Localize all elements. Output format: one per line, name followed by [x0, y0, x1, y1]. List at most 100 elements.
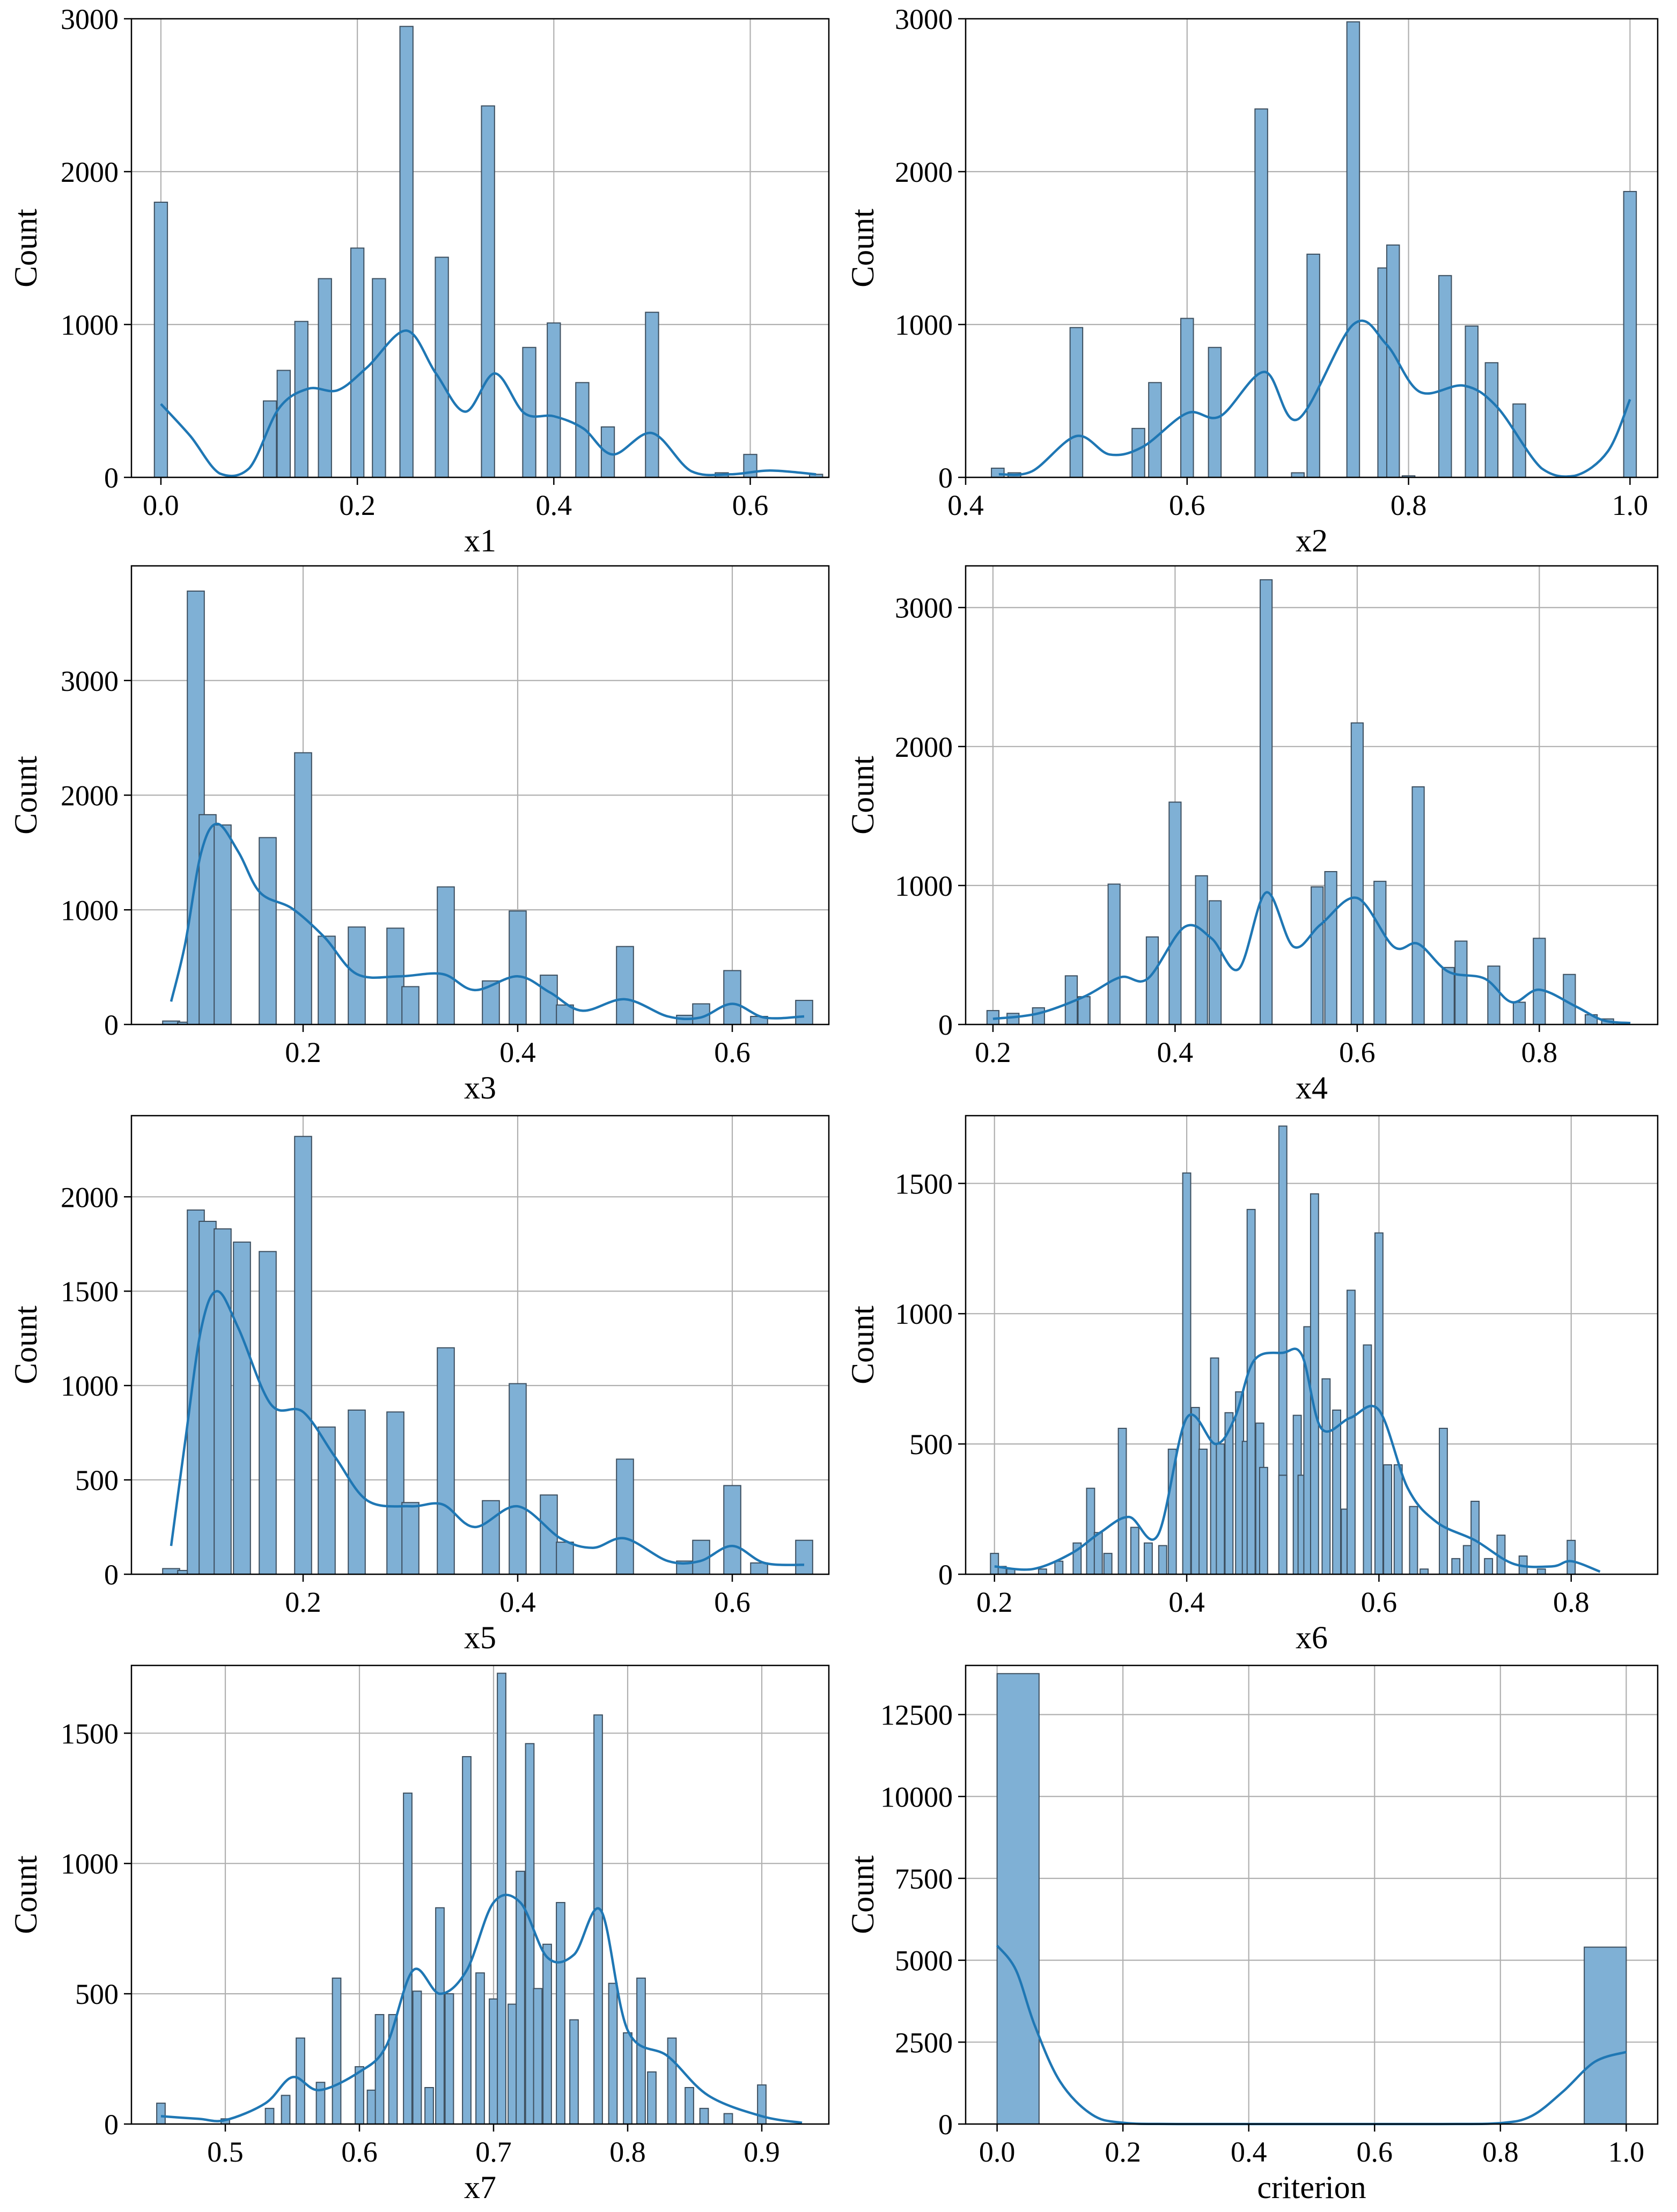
x-tick-label: 0.2	[285, 1036, 321, 1068]
histogram-bar	[723, 1485, 741, 1575]
y-tick-label: 3000	[61, 665, 119, 697]
histogram-bar	[481, 105, 495, 478]
histogram-bar	[608, 1982, 618, 2125]
histogram-bar	[401, 986, 420, 1026]
subplot-x7: 0.5 0.6 0.7 0.8 0.9 0 500 1000 1500 x7 Count	[8, 1664, 830, 2205]
y-tick-label: 0	[938, 1009, 953, 1041]
histogram-bar	[667, 2037, 677, 2125]
x-tick-label: 0.0	[979, 2136, 1016, 2168]
histogram-bar	[1148, 382, 1162, 478]
histogram-bar	[162, 1568, 180, 1575]
y-tick-label: 2000	[61, 1181, 119, 1213]
histogram-bar	[1310, 1193, 1319, 1575]
x-tick-label: 0.8	[1521, 1036, 1558, 1068]
histogram-bar	[281, 2095, 291, 2125]
x-axis-label: x5	[464, 1620, 496, 1655]
histogram-bar	[1350, 722, 1364, 1025]
histogram-bar	[1451, 1558, 1461, 1575]
x-tick-label: 0.6	[1357, 2136, 1393, 2168]
histogram-bar	[294, 1136, 312, 1575]
histogram-bar	[386, 1411, 404, 1575]
histogram-bars	[986, 579, 1614, 1026]
histogram-bar	[1093, 1532, 1103, 1575]
histogram-bar	[1291, 472, 1305, 478]
histogram-bar	[1332, 1409, 1342, 1575]
histogram-bar	[259, 1251, 277, 1575]
x-axis-label: x1	[464, 523, 496, 558]
axes-frame	[130, 1115, 830, 1575]
histogram-bar	[435, 256, 449, 478]
histogram-bars	[156, 1672, 767, 2125]
histogram-bar	[645, 312, 659, 478]
histogram-bar	[1347, 1289, 1356, 1575]
histogram-bar	[475, 1972, 485, 2125]
x-tick-label: 0.4	[1168, 1586, 1205, 1618]
y-tick-label: 1000	[61, 1848, 119, 1880]
histogram-bar	[1260, 579, 1273, 1025]
histogram-bars	[162, 1136, 813, 1575]
histogram-bar	[403, 1793, 413, 2125]
subplot-criterion: 0.0 0.2 0.4 0.6 0.8 1.0 0 2500 5000 7500 10000 1250…	[845, 1664, 1659, 2205]
x-tick-label: 0.6	[1361, 1586, 1398, 1618]
histogram-bar	[556, 1542, 574, 1575]
histogram-bar	[153, 202, 168, 478]
x-tick-label: 0.4	[947, 489, 984, 521]
histogram-bar	[509, 910, 527, 1025]
histogram-bar	[723, 2113, 733, 2125]
y-tick-label: 2000	[895, 156, 953, 188]
histogram-bar	[750, 1562, 768, 1575]
x-tick-label: 0.8	[1482, 2136, 1519, 2168]
y-tick-label: 2000	[61, 780, 119, 812]
histogram-bar	[1117, 1427, 1127, 1575]
x-tick-label: 0.4	[499, 1586, 536, 1618]
histogram-bar	[214, 1228, 232, 1575]
histogram-bar	[647, 2071, 657, 2125]
histogram-bar	[462, 1756, 472, 2125]
histogram-bar	[593, 1714, 603, 2125]
histogram-bar	[318, 278, 332, 478]
x-axis-label: criterion	[1257, 2170, 1366, 2205]
y-tick-label: 0	[938, 462, 953, 494]
y-axis-label: Count	[845, 756, 880, 835]
histogram-bar	[723, 970, 741, 1025]
histogram-bar	[1216, 1443, 1225, 1575]
histogram-bar	[437, 1347, 455, 1575]
histogram-bar	[1484, 362, 1499, 478]
histogram-bar	[437, 886, 455, 1025]
x-tick-label: 1.0	[1612, 489, 1649, 521]
axes-frame	[130, 1664, 830, 2125]
y-tick-label: 500	[75, 1978, 119, 2010]
histogram-bar	[1158, 1545, 1167, 1575]
histogram-bar	[542, 1943, 552, 2125]
histogram-bar	[1131, 427, 1145, 478]
histogram-bar	[795, 1000, 813, 1026]
plot-background	[966, 1665, 1658, 2124]
histogram-bar	[1103, 1553, 1113, 1575]
y-tick-label: 500	[75, 1464, 119, 1496]
histogram-bar	[1054, 1560, 1064, 1575]
x-axis-label: x2	[1296, 523, 1328, 558]
histogram-bar	[540, 975, 558, 1026]
x-tick-label: 0.4	[499, 1036, 536, 1068]
histogram-bar	[636, 1977, 646, 2125]
x-axis-label: x3	[464, 1070, 496, 1105]
x-tick-label: 0.6	[1339, 1036, 1376, 1068]
histogram-bar	[1195, 875, 1208, 1025]
y-axis-label: Count	[8, 1306, 43, 1384]
x-tick-label: 0.2	[975, 1036, 1011, 1068]
histogram-bar	[294, 752, 312, 1025]
histogram-bar	[187, 591, 205, 1025]
histogram-bar	[1321, 1378, 1331, 1575]
histogram-bar	[318, 1426, 336, 1575]
subplot-x2: 0.4 0.6 0.8 1.0 0 1000 2000 3000 x2 Count	[845, 3, 1659, 558]
histogram-bar	[1484, 1558, 1494, 1575]
histogram-bar	[1324, 871, 1337, 1025]
histogram-bar	[547, 322, 561, 478]
histogram-bar	[1208, 900, 1222, 1025]
x-tick-label: 0.2	[1105, 2136, 1141, 2168]
histogram-bar	[616, 1458, 634, 1575]
y-tick-label: 0	[938, 2108, 953, 2141]
histogram-bar	[1438, 275, 1452, 478]
x-tick-label: 0.4	[1157, 1036, 1194, 1068]
y-tick-label: 12500	[880, 1699, 953, 1731]
